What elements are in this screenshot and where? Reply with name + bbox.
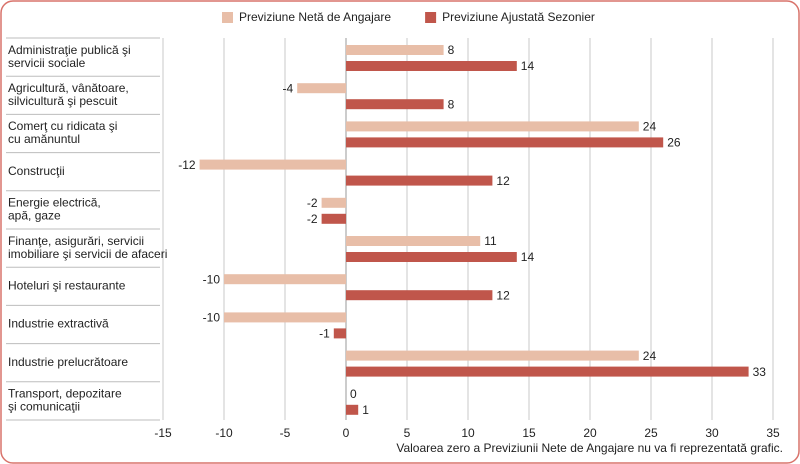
- x-tick-label: 30: [705, 426, 719, 440]
- x-tick-label: -5: [280, 426, 291, 440]
- value-label: -2: [307, 196, 318, 210]
- x-tick-label: -15: [154, 426, 172, 440]
- category-label: cu amănuntul: [8, 132, 80, 146]
- x-tick-label: -10: [215, 426, 233, 440]
- legend-label: Previziune Netă de Angajare: [239, 10, 391, 24]
- x-tick-label: 5: [404, 426, 411, 440]
- value-label: -4: [283, 81, 294, 95]
- value-label: 11: [484, 234, 497, 248]
- bar: [346, 252, 517, 262]
- value-label: 12: [496, 288, 510, 302]
- bar: [346, 350, 639, 361]
- value-label: -10: [203, 311, 221, 325]
- category-label: Comerţ cu ridicata şi: [8, 119, 117, 133]
- annotation: Valoarea zero a Previziunii Nete de Anga…: [396, 441, 783, 455]
- x-tick-label: 25: [644, 426, 658, 440]
- value-label: -10: [203, 272, 221, 286]
- value-label: 14: [521, 250, 535, 264]
- legend-swatch: [425, 12, 437, 23]
- bar: [199, 159, 346, 170]
- value-label: 33: [753, 365, 767, 379]
- value-label: 26: [667, 136, 681, 150]
- category-label: imobiliare şi servicii de afaceri: [8, 247, 167, 261]
- bar: [224, 312, 346, 323]
- value-label: 12: [496, 174, 510, 188]
- bar: [321, 197, 346, 208]
- bar: [333, 328, 346, 339]
- x-tick-label: 15: [522, 426, 536, 440]
- category-label: apă, gaze: [8, 209, 61, 223]
- value-label: 0: [350, 387, 357, 401]
- category-label: servicii sociale: [8, 56, 86, 70]
- bar: [346, 175, 493, 186]
- bar: [346, 137, 664, 148]
- bar: [346, 121, 639, 132]
- bar: [297, 83, 346, 94]
- bar: [224, 274, 346, 285]
- category-label: Transport, depozitare: [8, 387, 122, 401]
- x-tick-label: 20: [583, 426, 597, 440]
- value-label: 1: [362, 403, 369, 417]
- category-label: şi comunicaţii: [8, 400, 80, 414]
- bar: [346, 404, 359, 415]
- category-label: Finanţe, asigurări, servicii: [8, 234, 144, 248]
- category-label: Energie electrică,: [8, 196, 101, 210]
- bar: [321, 213, 346, 224]
- bar: [346, 366, 749, 377]
- category-label: Industrie prelucrătoare: [8, 355, 128, 369]
- bar: [346, 45, 444, 55]
- bar: [346, 236, 481, 246]
- legend-label: Previziune Ajustată Sezonier: [442, 10, 595, 24]
- value-label: 24: [643, 349, 657, 363]
- value-label: -12: [178, 158, 196, 172]
- value-label: 8: [448, 43, 455, 57]
- value-label: 14: [521, 59, 535, 73]
- category-label: Industrie extractivă: [8, 317, 109, 331]
- category-label: Hoteluri şi restaurante: [8, 278, 126, 292]
- category-label: Construcţii: [8, 164, 65, 178]
- value-label: -2: [307, 212, 318, 226]
- bar: [346, 290, 493, 301]
- bar: [346, 61, 517, 71]
- category-label: Administraţie publică şi: [8, 43, 131, 57]
- x-tick-label: 10: [461, 426, 475, 440]
- category-label: silvicultură şi pescuit: [8, 94, 118, 108]
- x-tick-label: 0: [343, 426, 350, 440]
- value-label: -1: [319, 327, 330, 341]
- category-label: Agricultură, vânătoare,: [8, 81, 129, 95]
- x-tick-label: 35: [766, 426, 780, 440]
- legend-swatch: [222, 12, 233, 23]
- bar: [346, 99, 444, 110]
- value-label: 8: [448, 97, 455, 111]
- value-label: 24: [643, 120, 657, 134]
